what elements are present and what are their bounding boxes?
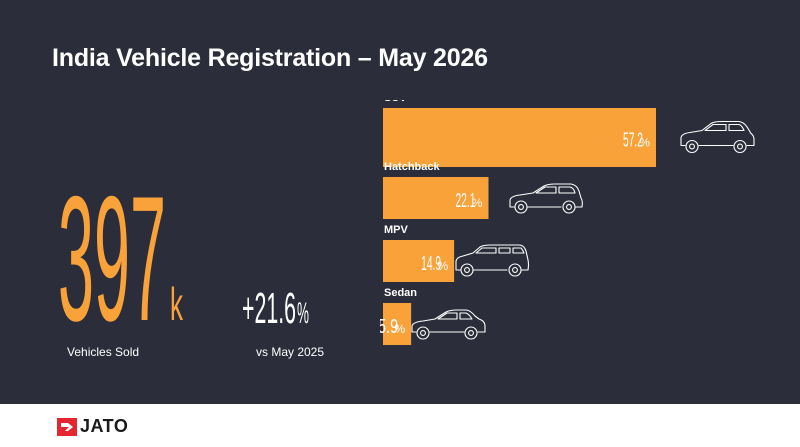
footer: JATO [0,404,800,447]
yoy-change-suffix: % [297,297,309,330]
page-title: India Vehicle Registration – May 2026 [52,44,488,72]
bar [383,240,455,282]
bar [383,108,656,167]
category-label: Hatchback [384,161,441,173]
yoy-change-label: vs May 2025 [256,345,325,359]
value-label: 14.9 [421,253,441,275]
bar [383,303,412,345]
category-label: Sedan [384,287,417,299]
value-label: 57.2 [623,130,643,152]
segment-share-chart: SUV 57.2% Hatchback 22.1% MPV 14.9% Sedan 5.9% [380,100,755,345]
vehicles-sold-number: 397 [58,194,166,326]
jato-logo: JATO [57,416,128,437]
mpv-icon [455,244,530,277]
sedan-icon [411,309,486,340]
bar [383,177,489,219]
suv-icon [680,120,755,154]
brand-name: JATO [80,416,129,436]
value-label: 5.9 [380,316,398,338]
hatchback-icon [509,183,583,214]
vehicles-sold-value: 397 k [58,194,200,326]
value-label-percent: % [472,196,483,210]
category-label: MPV [384,224,409,236]
value-label-percent: % [437,259,448,273]
yoy-change-value: +21.6 % [242,283,314,333]
jato-logo-mark-icon [57,417,77,436]
yoy-change-number: +21.6 [242,284,296,331]
value-label: 22.1 [455,190,475,212]
infographic-panel: India Vehicle Registration – May 2026 39… [0,0,800,404]
value-label-percent: % [639,136,650,150]
vehicles-sold-label: Vehicles Sold [67,345,140,359]
vehicles-sold-suffix: k [170,278,184,326]
value-label-percent: % [394,322,405,336]
category-label: SUV [384,100,407,104]
